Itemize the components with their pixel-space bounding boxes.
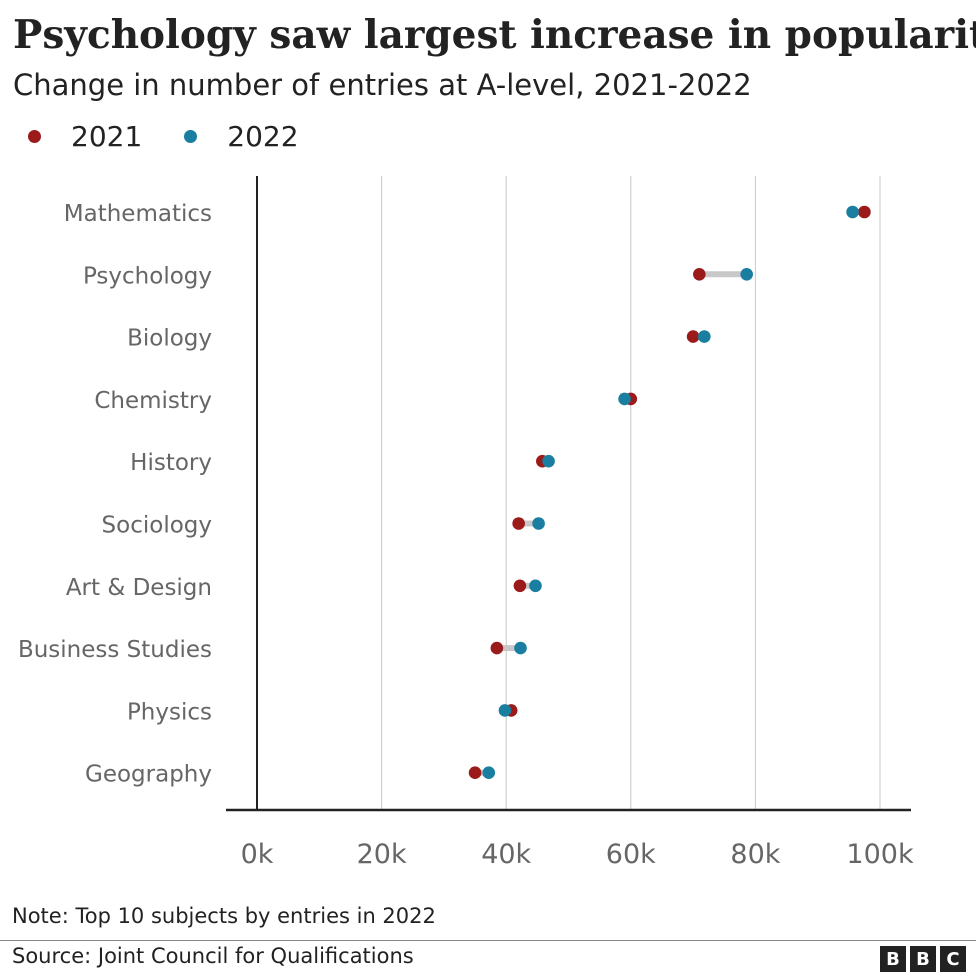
data-point-2021 [693,268,706,281]
footer-divider [0,940,976,941]
legend-label-2021: 2021 [71,119,143,153]
legend-dot-2022 [184,129,198,143]
data-point-2022 [498,704,512,717]
data-point-2021 [490,641,504,655]
data-point-2021 [686,330,700,343]
legend-dot-2021 [28,129,41,143]
dumbbell-chart: 0k 20k 40k 60k 80k 100k Mathematics Psychology B… [18,176,914,870]
bbc-logo-letter: C [940,946,966,972]
data-point-2022 [846,205,859,219]
data-point-2022 [542,454,555,468]
x-tick-label: 60k [606,839,656,870]
data-point-2021 [468,766,482,779]
x-tick-label: 80k [730,839,780,870]
data-point-2021 [512,517,525,530]
x-tick-label: 100k [846,839,914,870]
data-point-2022 [618,392,631,406]
data-point-2022 [482,766,496,779]
chart-subtitle: Change in number of entries at A-level, … [13,68,752,102]
category-label: Biology [127,326,212,352]
chart-source: Source: Joint Council for Qualifications [12,944,414,968]
legend-item-2021: 2021 [20,120,142,153]
legend-item-2022: 2022 [176,119,299,153]
x-tick-label: 40k [481,839,531,870]
data-point-2021 [513,579,527,593]
category-label: History [130,450,212,476]
chart-title: Psychology saw largest increase in popul… [13,12,976,58]
data-point-2022 [740,268,753,281]
category-label: Psychology [83,263,212,289]
bbc-logo: B B C [880,946,966,972]
bbc-logo-letter: B [910,946,936,972]
data-point-2021 [858,205,871,219]
category-label: Chemistry [94,388,212,414]
legend: 2021 2022 [20,116,333,156]
legend-label-2022: 2022 [227,119,299,153]
x-tick-label: 0k [241,839,274,870]
category-label: Art & Design [66,575,212,601]
category-label: Business Studies [18,637,212,663]
category-label: Sociology [102,513,212,539]
x-tick-label: 20k [357,839,407,870]
data-point-2022 [532,517,545,530]
data-point-2022 [514,641,527,655]
category-label: Mathematics [64,201,212,227]
data-point-2022 [529,579,542,593]
data-point-2022 [698,330,711,343]
bbc-logo-letter: B [880,946,906,972]
category-label: Geography [85,762,212,788]
chart-note: Note: Top 10 subjects by entries in 2022 [12,904,436,928]
category-label: Physics [127,699,212,725]
